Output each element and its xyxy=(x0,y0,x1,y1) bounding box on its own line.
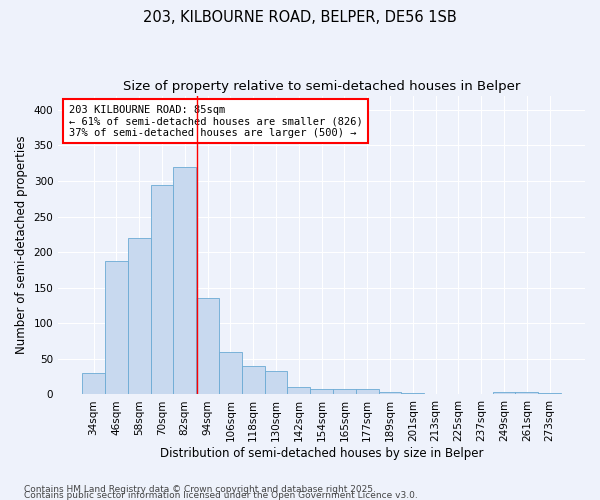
Bar xyxy=(105,260,128,394)
Bar xyxy=(401,393,424,394)
Bar xyxy=(538,393,561,394)
Text: Contains HM Land Registry data © Crown copyright and database right 2025.: Contains HM Land Registry data © Crown c… xyxy=(24,484,376,494)
Bar xyxy=(265,371,287,394)
Bar xyxy=(333,389,356,394)
Title: Size of property relative to semi-detached houses in Belper: Size of property relative to semi-detach… xyxy=(123,80,520,93)
Bar xyxy=(151,184,173,394)
Bar xyxy=(128,238,151,394)
X-axis label: Distribution of semi-detached houses by size in Belper: Distribution of semi-detached houses by … xyxy=(160,447,484,460)
Bar xyxy=(493,392,515,394)
Bar xyxy=(219,352,242,395)
Bar xyxy=(310,390,333,394)
Bar xyxy=(242,366,265,394)
Bar xyxy=(356,389,379,394)
Bar xyxy=(173,166,196,394)
Text: 203, KILBOURNE ROAD, BELPER, DE56 1SB: 203, KILBOURNE ROAD, BELPER, DE56 1SB xyxy=(143,10,457,25)
Text: 203 KILBOURNE ROAD: 85sqm
← 61% of semi-detached houses are smaller (826)
37% of: 203 KILBOURNE ROAD: 85sqm ← 61% of semi-… xyxy=(69,104,362,138)
Bar xyxy=(82,373,105,394)
Bar xyxy=(379,392,401,394)
Bar xyxy=(287,388,310,394)
Bar xyxy=(515,392,538,394)
Bar xyxy=(196,298,219,394)
Text: Contains public sector information licensed under the Open Government Licence v3: Contains public sector information licen… xyxy=(24,491,418,500)
Y-axis label: Number of semi-detached properties: Number of semi-detached properties xyxy=(15,136,28,354)
